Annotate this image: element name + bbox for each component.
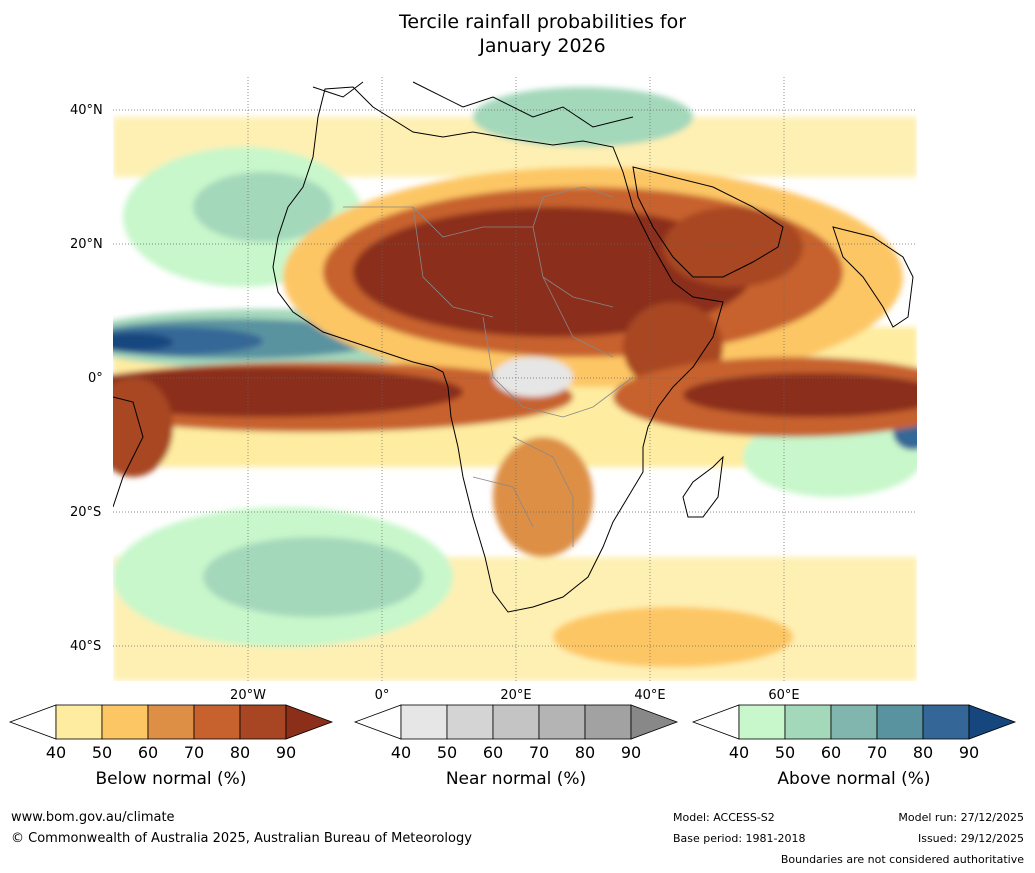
above-colorbar-segment-2 — [784, 704, 832, 740]
below-90-sahara — [353, 207, 753, 337]
below-colorbar-min-arrow — [8, 704, 57, 740]
below-colorbar-segment-3 — [147, 704, 195, 740]
lon-label-60e: 60°E — [768, 688, 800, 703]
near-colorbar-segment-4 — [538, 704, 586, 740]
footer-model: Model: ACCESS-S2 — [673, 811, 775, 824]
above-50-indian-ocean — [743, 417, 917, 497]
below-80-gulf — [113, 377, 173, 477]
africa-coastline — [272, 86, 724, 613]
india-coastline — [832, 226, 914, 328]
lat-label-40s: 40°S — [70, 639, 102, 654]
below-colorbar-tick-70: 70 — [183, 743, 205, 762]
near-colorbar-tick-50: 50 — [436, 743, 458, 762]
above-colorbar-min-arrow — [691, 704, 740, 740]
above-colorbar-segment-5 — [922, 704, 970, 740]
footer-issued: Issued: 29/12/2025 — [917, 832, 1024, 845]
lon-label-40e: 40°E — [634, 688, 666, 703]
near-colorbar-tick-60: 60 — [482, 743, 504, 762]
footer-disclaimer: Boundaries are not considered authoritat… — [780, 853, 1024, 866]
below-colorbar-segment-2 — [101, 704, 149, 740]
lat-label-20s: 20°S — [70, 505, 102, 520]
map-title: Tercile rainfall probabilities for Janua… — [0, 10, 1035, 58]
europe-coastline — [312, 81, 634, 128]
near-colorbar-tick-90: 90 — [620, 743, 642, 762]
below-colorbar-label: Below normal (%) — [95, 769, 247, 789]
lon-label-0: 0° — [374, 688, 390, 703]
below-colorbar-segment-1 — [55, 704, 103, 740]
footer-copyright: © Commonwealth of Australia 2025, Austra… — [11, 831, 472, 846]
arabia-coastline — [632, 166, 784, 278]
above-colorbar-tick-50: 50 — [774, 743, 796, 762]
above-60-north-atlantic — [193, 172, 333, 242]
below-90-equatorial-band — [113, 367, 463, 417]
footer-website: www.bom.gov.au/climate — [11, 810, 175, 825]
country-boundaries — [343, 186, 634, 547]
title-line-1: Tercile rainfall probabilities for — [398, 11, 687, 33]
below-90-indian-band — [683, 373, 917, 417]
below-60-southern-africa — [493, 437, 593, 557]
above-colorbar-segment-4 — [876, 704, 924, 740]
south-america-coastline — [113, 396, 144, 508]
above-colorbar-tick-80: 80 — [912, 743, 934, 762]
below-colorbar-tick-40: 40 — [45, 743, 67, 762]
rainfall-probability-map — [113, 77, 917, 681]
probability-shading — [113, 87, 917, 681]
near-colorbar-segment-2 — [446, 704, 494, 740]
above-colorbar-tick-90: 90 — [958, 743, 980, 762]
below-80-arabia — [663, 207, 803, 287]
near-colorbar-max-arrow — [630, 704, 679, 740]
colorbar-near-normal: 40 50 60 70 80 90 Near normal (%) — [353, 704, 679, 789]
above-colorbar-svg — [691, 704, 1017, 740]
near-colorbar-min-arrow — [353, 704, 402, 740]
graticule — [113, 77, 917, 681]
lat-label-0: 0° — [88, 371, 103, 386]
coastlines — [113, 81, 914, 613]
title-line-2: January 2026 — [479, 35, 606, 57]
below-colorbar-tick-90: 90 — [275, 743, 297, 762]
below-colorbar-max-arrow — [285, 704, 334, 740]
above-colorbar-tick-40: 40 — [728, 743, 750, 762]
below-colorbar-segment-5 — [239, 704, 287, 740]
near-colorbar-segment-3 — [492, 704, 540, 740]
near-colorbar-tick-40: 40 — [390, 743, 412, 762]
above-60-south-atlantic — [203, 537, 423, 617]
near-50-patches — [493, 357, 573, 397]
colorbar-below-normal: 40 50 60 70 80 90 Below normal (%) — [8, 704, 334, 789]
colorbar-above-normal: 40 50 60 70 80 90 Above normal (%) — [691, 704, 1017, 789]
near-colorbar-segment-1 — [400, 704, 448, 740]
near-colorbar-label: Near normal (%) — [445, 769, 587, 789]
near-colorbar-tick-80: 80 — [574, 743, 596, 762]
footer-model-run: Model run: 27/12/2025 — [898, 811, 1024, 824]
below-60-southern-ocean — [553, 607, 793, 667]
near-colorbar-svg — [353, 704, 679, 740]
lat-label-20n: 20°N — [70, 237, 103, 252]
below-colorbar-tick-80: 80 — [229, 743, 251, 762]
footer-base-period: Base period: 1981-2018 — [673, 832, 806, 845]
above-colorbar-segment-1 — [738, 704, 786, 740]
below-colorbar-segment-4 — [193, 704, 241, 740]
below-colorbar-tick-60: 60 — [137, 743, 159, 762]
above-colorbar-segment-3 — [830, 704, 878, 740]
below-colorbar-tick-50: 50 — [91, 743, 113, 762]
lon-label-20e: 20°E — [500, 688, 532, 703]
above-50-mediterranean — [473, 87, 693, 147]
lat-label-40n: 40°N — [70, 103, 103, 118]
near-colorbar-segment-5 — [584, 704, 632, 740]
lon-label-20w: 20°W — [230, 688, 266, 703]
above-colorbar-max-arrow — [968, 704, 1017, 740]
above-colorbar-tick-70: 70 — [866, 743, 888, 762]
above-90-guinea-band — [113, 333, 173, 351]
below-colorbar-svg — [8, 704, 334, 740]
above-colorbar-tick-60: 60 — [820, 743, 842, 762]
above-colorbar-label: Above normal (%) — [777, 769, 931, 789]
near-colorbar-tick-70: 70 — [528, 743, 550, 762]
madagascar-coastline — [682, 455, 724, 518]
